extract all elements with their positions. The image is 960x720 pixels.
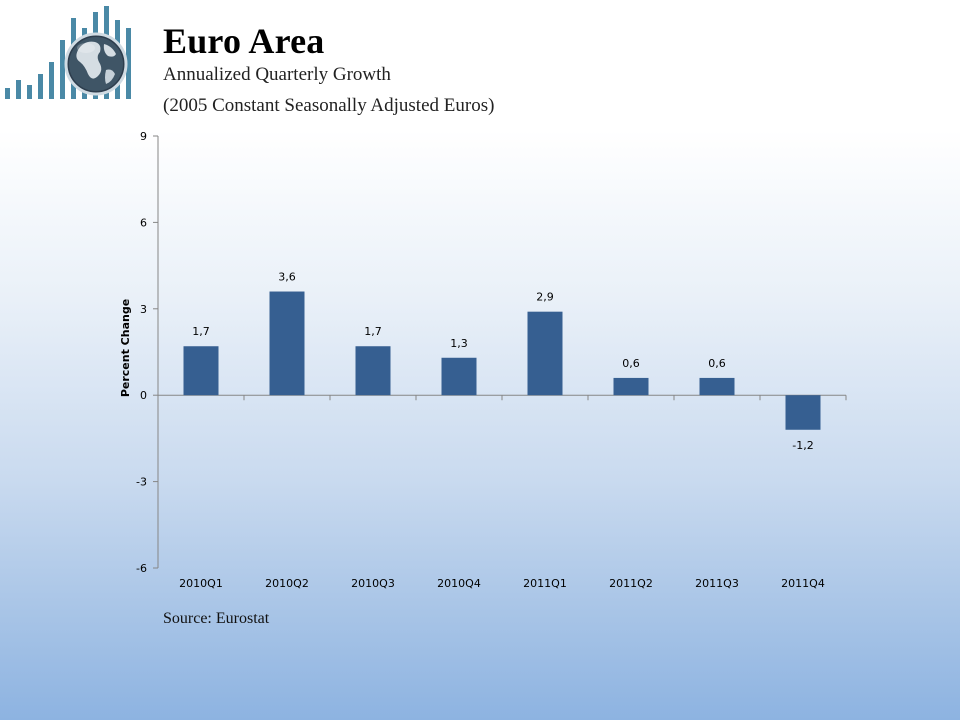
y-tick-label: 6 [140, 216, 147, 229]
data-label: 0,6 [622, 357, 640, 370]
page-title: Euro Area [163, 21, 325, 61]
data-label: -1,2 [792, 439, 813, 452]
data-label: 2,9 [536, 291, 554, 304]
y-axis-title: Percent Change [119, 299, 132, 397]
bar [355, 346, 391, 396]
y-tick-label: 0 [140, 389, 147, 402]
plot-area: 9 6 3 0 -3 -6 1,7 2010Q1 3,6 2010Q2 1,7 2010Q3 1,3 20… [119, 130, 847, 590]
y-tick-label: -3 [136, 476, 147, 489]
bar [183, 346, 219, 396]
x-tick-label: 2010Q4 [437, 577, 481, 590]
bar [699, 377, 735, 396]
globe-icon [64, 32, 128, 96]
y-tick-label: -6 [136, 562, 147, 575]
data-label: 1,3 [450, 337, 468, 350]
data-label: 1,7 [364, 325, 382, 338]
y-tick-label: 9 [140, 130, 147, 143]
x-tick-label: 2010Q2 [265, 577, 309, 590]
subtitle-line-1: Annualized Quarterly Growth [163, 64, 391, 85]
x-tick-label: 2011Q1 [523, 577, 567, 590]
y-tick-label: 3 [140, 303, 147, 316]
x-tick-label: 2011Q3 [695, 577, 739, 590]
data-label: 1,7 [192, 325, 210, 338]
bar [613, 377, 649, 396]
subtitle-line-2: (2005 Constant Seasonally Adjusted Euros… [163, 95, 495, 116]
data-label: 0,6 [708, 357, 726, 370]
bar [527, 311, 563, 396]
bar [785, 395, 821, 430]
data-label: 3,6 [278, 271, 296, 284]
source-note: Source: Eurostat [163, 610, 270, 627]
bar [269, 291, 305, 396]
bar [441, 357, 477, 396]
x-tick-label: 2011Q4 [781, 577, 825, 590]
x-tick-label: 2010Q3 [351, 577, 395, 590]
x-tick-label: 2010Q1 [179, 577, 223, 590]
x-tick-label: 2011Q2 [609, 577, 653, 590]
logo [5, 6, 131, 99]
